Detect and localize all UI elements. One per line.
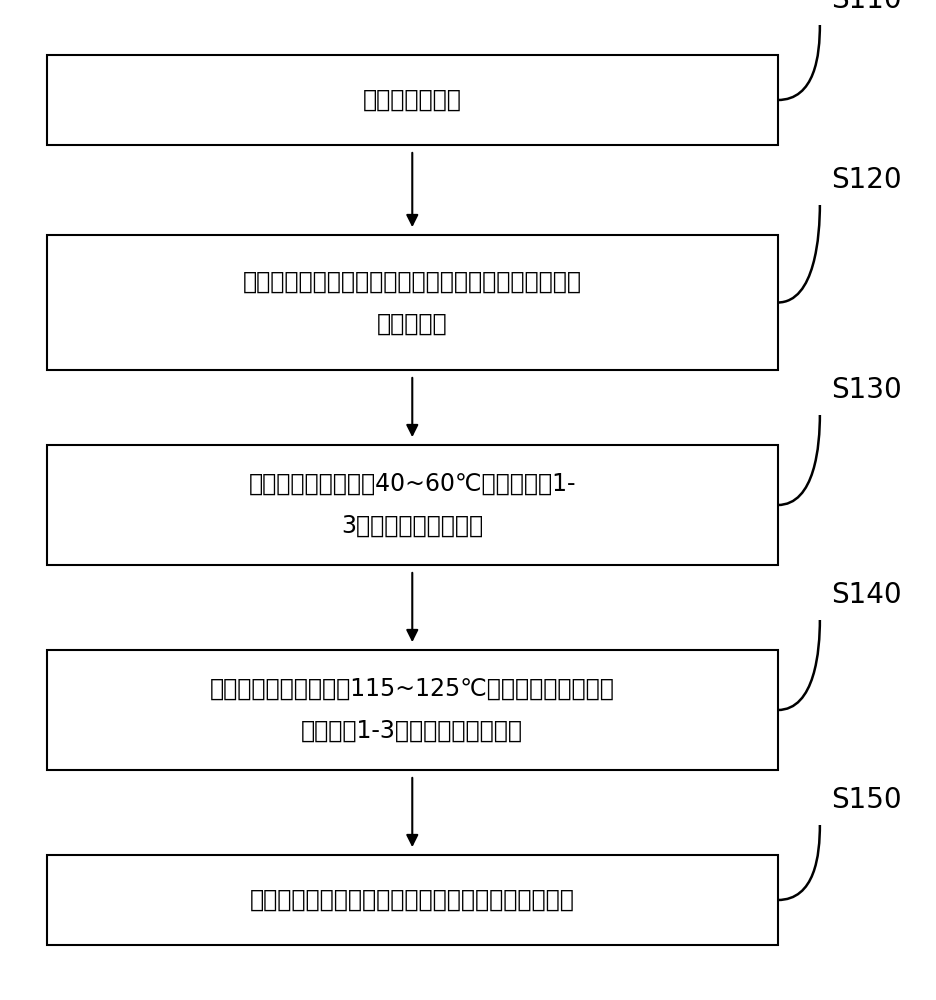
Text: S110: S110 xyxy=(830,0,900,14)
Text: S150: S150 xyxy=(830,786,900,814)
Bar xyxy=(47,235,777,370)
Bar xyxy=(47,855,777,945)
Text: 浊变为澄清: 浊变为澄清 xyxy=(376,312,447,336)
Text: 制备硅烷水解液: 制备硅烷水解液 xyxy=(362,88,461,112)
Text: S140: S140 xyxy=(830,581,900,609)
Text: S120: S120 xyxy=(830,166,900,194)
Text: 将所述第一溶液升温至115~125℃，并于真空环境中，: 将所述第一溶液升温至115~125℃，并于真空环境中， xyxy=(210,677,614,701)
Text: 将所述第二溶液冷却至室温，得到所述改性无机填料: 将所述第二溶液冷却至室温，得到所述改性无机填料 xyxy=(250,888,574,912)
Text: 恒温搅拌1-3小时，得到第二溶液: 恒温搅拌1-3小时，得到第二溶液 xyxy=(301,719,522,743)
Text: S130: S130 xyxy=(830,376,901,404)
Bar xyxy=(47,650,777,770)
Bar xyxy=(47,55,777,145)
Text: 将导热粉体及所述硅烷水解液混合搅拌至混合溶液从浑: 将导热粉体及所述硅烷水解液混合搅拌至混合溶液从浑 xyxy=(242,269,581,294)
Text: 3小时，得到第一溶液: 3小时，得到第一溶液 xyxy=(341,514,483,538)
Bar xyxy=(47,445,777,565)
Text: 将上述澄清液升温至40~60℃，恒温搅拌1-: 将上述澄清液升温至40~60℃，恒温搅拌1- xyxy=(248,472,576,496)
